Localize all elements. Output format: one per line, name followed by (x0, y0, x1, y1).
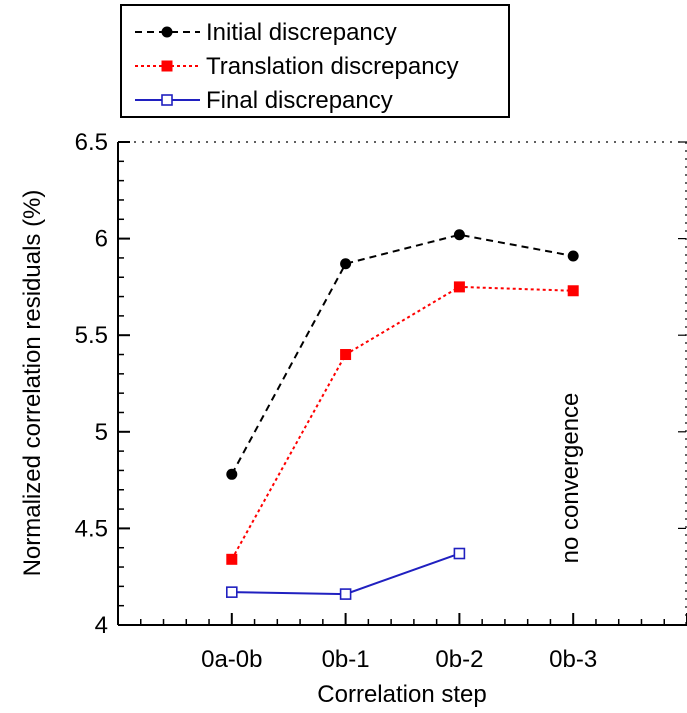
x-tick-label: 0a-0b (201, 646, 262, 673)
plot-series (226, 229, 579, 600)
y-tick-label: 4.5 (75, 515, 108, 542)
x-axis-label: Correlation step (317, 681, 486, 708)
legend-label: Final discrepancy (206, 87, 393, 114)
annotation-no-convergence: no convergence (557, 393, 584, 564)
x-tick-label: 0b-3 (549, 646, 597, 673)
data-point (226, 553, 238, 565)
x-tick-label: 0b-2 (435, 646, 483, 673)
legend-label: Initial discrepancy (206, 19, 397, 46)
data-point (340, 349, 352, 361)
y-axis-label: Normalized correlation residuals (%) (19, 190, 46, 577)
legend-marker (161, 94, 173, 106)
legend: Initial discrepancy Translation discrepan… (120, 4, 510, 118)
y-tick-label: 6 (95, 226, 108, 253)
series-3 (226, 547, 466, 600)
y-tick-label: 6.5 (75, 129, 108, 156)
data-point (226, 468, 238, 480)
data-point (453, 229, 465, 241)
data-point (567, 250, 579, 262)
data-point (226, 586, 238, 598)
data-point (567, 285, 579, 297)
legend-box (120, 4, 510, 118)
y-tick-label: 5 (95, 419, 108, 446)
legend-marker (161, 26, 173, 38)
legend-label: Translation discrepancy (206, 53, 459, 80)
series-line (230, 233, 574, 475)
data-point (339, 588, 352, 600)
series-1 (226, 229, 579, 480)
plot-axes: 4 4.5 5 5.5 6 6.5 0a-0b 0b-1 0b-2 0b-3 (75, 129, 687, 673)
y-tick-label: 5.5 (75, 322, 108, 349)
series-2 (226, 281, 579, 565)
data-point (453, 547, 466, 560)
series-line (231, 552, 460, 596)
y-tick-label: 4 (95, 612, 108, 639)
legend-marker (161, 60, 173, 72)
series-line (230, 285, 574, 560)
data-point (340, 258, 352, 270)
plot-labels: Normalized correlation residuals (%) Cor… (19, 190, 584, 708)
data-point (453, 281, 465, 293)
x-tick-label: 0b-1 (322, 646, 370, 673)
